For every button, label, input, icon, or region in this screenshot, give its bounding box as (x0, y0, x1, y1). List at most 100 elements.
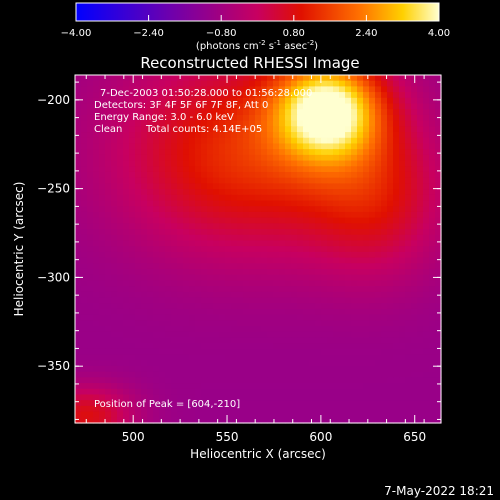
heatmap-cell (129, 314, 136, 321)
heatmap-cell (249, 143, 256, 150)
heatmap-cell (291, 331, 298, 339)
heatmap-cell (123, 360, 130, 367)
heatmap-cell (201, 189, 208, 196)
heatmap-cell (129, 189, 136, 196)
heatmap-cell (87, 229, 94, 236)
heatmap-cell (309, 348, 316, 356)
heatmap-cell (435, 109, 442, 116)
heatmap-cell (429, 160, 436, 167)
heatmap-cell (267, 308, 274, 316)
heatmap-cell (177, 331, 184, 339)
heatmap-cell (87, 126, 94, 133)
heatmap-cell (297, 229, 304, 236)
heatmap-cell (99, 417, 106, 424)
heatmap-cell (87, 405, 94, 413)
heatmap-cell (177, 371, 184, 378)
heatmap-cell (357, 263, 364, 270)
heatmap-cell (99, 177, 106, 184)
heatmap-cell (345, 320, 352, 327)
heatmap-cell (291, 411, 298, 418)
heatmap-cell (195, 394, 202, 401)
heatmap-cell (243, 268, 250, 276)
heatmap-cell (327, 189, 334, 196)
heatmap-cell (99, 166, 106, 173)
heatmap-cell (357, 400, 364, 407)
heatmap-cell (201, 337, 208, 344)
heatmap-cell (225, 143, 232, 150)
heatmap-cell (273, 343, 280, 350)
heatmap-cell (429, 183, 436, 190)
heatmap-cell (159, 240, 166, 247)
heatmap-cell (357, 268, 364, 276)
heatmap-cell (231, 388, 238, 396)
heatmap-cell (117, 354, 124, 361)
heatmap-cell (231, 303, 238, 310)
heatmap-cell (87, 331, 94, 339)
heatmap-cell (171, 120, 178, 127)
heatmap-cell (87, 365, 94, 373)
heatmap-cell (81, 400, 88, 407)
heatmap-cell (183, 194, 190, 202)
heatmap-cell (369, 257, 376, 264)
heatmap-cell (237, 383, 244, 390)
heatmap-cell (213, 343, 220, 350)
heatmap-cell (291, 343, 298, 350)
heatmap-cell (303, 217, 310, 224)
heatmap-cell (243, 331, 250, 339)
heatmap-cell (87, 149, 94, 156)
heatmap-cell (171, 343, 178, 350)
heatmap-cell (261, 137, 268, 145)
heatmap-cell (219, 331, 226, 339)
heatmap-cell (201, 86, 208, 93)
heatmap-cell (333, 160, 340, 167)
heatmap-cell (309, 234, 316, 242)
heatmap-cell (165, 183, 172, 190)
heatmap-cell (171, 268, 178, 276)
heatmap-cell (237, 394, 244, 401)
heatmap-cell (423, 326, 430, 333)
heatmap-cell (93, 143, 100, 150)
heatmap-cell (285, 92, 292, 99)
heatmap-cell (201, 75, 208, 82)
heatmap-cell (129, 274, 136, 281)
heatmap-cell (195, 114, 202, 122)
heatmap-cell (123, 160, 130, 167)
heatmap-cell (291, 137, 298, 145)
heatmap-cell (351, 200, 358, 207)
heatmap-cell (147, 314, 154, 321)
heatmap-cell (435, 331, 442, 339)
heatmap-cell (135, 337, 142, 344)
heatmap-cell (99, 194, 106, 202)
heatmap-cell (423, 137, 430, 145)
heatmap-cell (405, 109, 412, 116)
heatmap-cell (285, 149, 292, 156)
heatmap-cell (417, 75, 424, 82)
heatmap-cell (75, 411, 82, 418)
heatmap-cell (201, 143, 208, 150)
heatmap-cell (411, 189, 418, 196)
heatmap-cell (183, 297, 190, 304)
heatmap-cell (249, 417, 256, 424)
heatmap-cell (345, 114, 352, 122)
heatmap-cell (99, 394, 106, 401)
heatmap-cell (117, 120, 124, 127)
heatmap-cell (267, 97, 274, 105)
heatmap-cell (135, 217, 142, 224)
heatmap-cell (303, 377, 310, 384)
heatmap-cell (123, 177, 130, 184)
heatmap-cell (105, 320, 112, 327)
heatmap-cell (159, 343, 166, 350)
heatmap-cell (219, 240, 226, 247)
heatmap-cell (303, 223, 310, 230)
heatmap-cell (267, 160, 274, 167)
heatmap-cell (327, 143, 334, 150)
heatmap-cell (177, 114, 184, 122)
heatmap-cell (393, 80, 400, 87)
heatmap-cell (315, 149, 322, 156)
heatmap-cell (339, 114, 346, 122)
heatmap-cell (393, 343, 400, 350)
heatmap-cell (261, 286, 268, 293)
heatmap-cell (255, 97, 262, 105)
heatmap-cell (429, 360, 436, 367)
heatmap-cell (351, 86, 358, 93)
